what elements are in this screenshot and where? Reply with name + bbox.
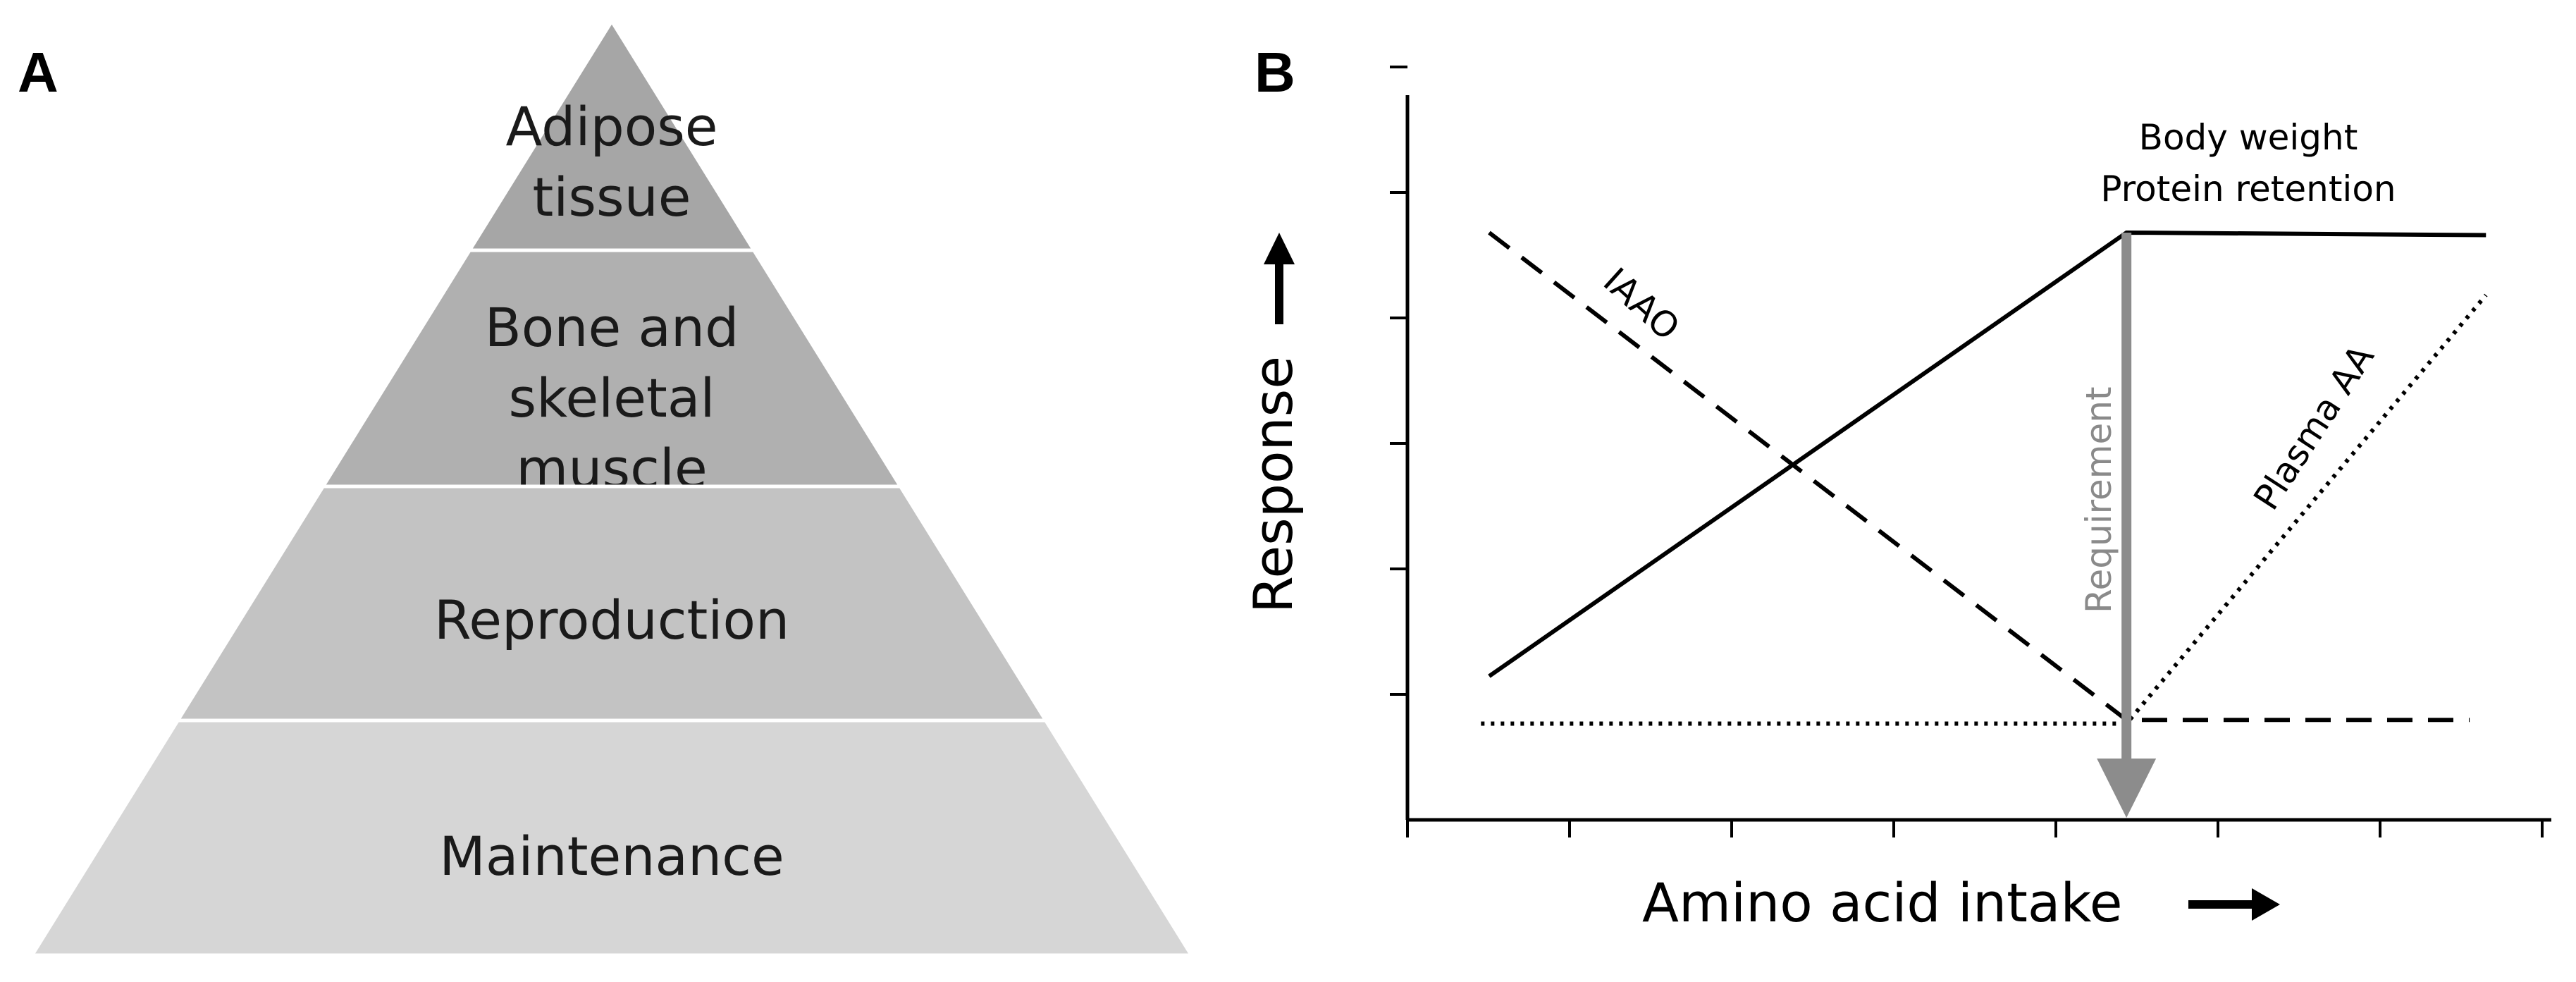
body-weight-label: Body weight	[2139, 117, 2358, 158]
iaao-label: IAAO	[1596, 260, 1687, 348]
panel-a-letter: A	[18, 41, 58, 104]
iaao-line	[1488, 231, 2470, 723]
pyramid-tier-4-label-line: Maintenance	[439, 825, 784, 888]
y-direction-arrow	[1264, 233, 1295, 324]
x-axis-label: Amino acid intake	[1642, 871, 2123, 934]
pyramid-tier-2-label-line: Bone and	[485, 296, 739, 359]
pyramid-tier-4	[29, 718, 1195, 957]
pyramid-tier-3-label-line: Reproduction	[434, 589, 789, 651]
plasma-aa-line	[1481, 293, 2488, 726]
x-direction-arrow	[2188, 888, 2280, 921]
chart-axes	[1390, 66, 2551, 837]
requirement-label: Requirement	[2078, 386, 2119, 613]
pyramid-tier-1-label-line: Adipose	[505, 95, 717, 158]
pyramid-tier-1-label-line: tissue	[532, 166, 691, 228]
pyramid-tier-2-label-line: skeletal	[508, 367, 715, 429]
y-axis-label: Response	[1242, 356, 1305, 613]
panel-b: B Requirement Body weight Protein retent…	[1242, 41, 2551, 934]
plasma-aa-label: Plasma AA	[2245, 338, 2381, 517]
protein-retention-label: Protein retention	[2100, 168, 2396, 209]
panel-b-letter: B	[1255, 41, 1295, 104]
